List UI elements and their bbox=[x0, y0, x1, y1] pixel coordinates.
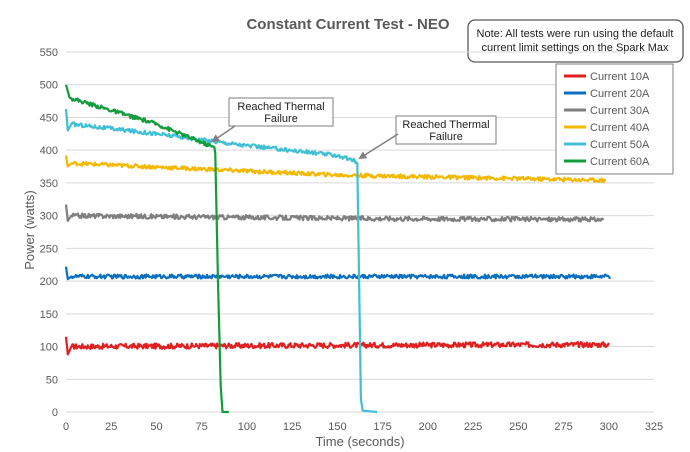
series-line bbox=[64, 266, 611, 281]
callout-box bbox=[228, 97, 334, 127]
callout-arrow bbox=[358, 133, 399, 160]
x-tick-label: 0 bbox=[63, 421, 69, 433]
x-tick-label: 150 bbox=[328, 421, 346, 433]
y-tick-label: 150 bbox=[40, 309, 58, 321]
legend-entry: Current 20A bbox=[590, 88, 650, 100]
callout-text: Reached Thermal bbox=[402, 119, 489, 131]
series-line bbox=[64, 84, 230, 414]
x-tick-label: 300 bbox=[600, 421, 618, 433]
callout-box bbox=[395, 115, 497, 145]
callout-text: Failure bbox=[429, 131, 463, 143]
y-tick-label: 550 bbox=[40, 47, 58, 59]
y-tick-label: 50 bbox=[46, 374, 58, 386]
x-tick-label: 225 bbox=[464, 421, 482, 433]
x-tick-label: 75 bbox=[196, 421, 208, 433]
legend-frame bbox=[555, 63, 674, 175]
series-line bbox=[64, 204, 605, 223]
x-tick-labels: 0 25 50 75 100 125 150 175 200 225 250 275 300 325 bbox=[63, 421, 663, 433]
legend-entry: Current 10A bbox=[590, 71, 650, 83]
y-tick-label: 250 bbox=[40, 243, 58, 255]
y-tick-label: 500 bbox=[40, 80, 58, 92]
y-tick-label: 350 bbox=[40, 178, 58, 190]
note-box: Note: All tests were run using the defau… bbox=[467, 19, 684, 63]
x-tick-label: 125 bbox=[283, 421, 301, 433]
legend-entry: Current 30A bbox=[590, 105, 650, 117]
x-tick-label: 25 bbox=[105, 421, 117, 433]
x-axis-title: Time (seconds) bbox=[315, 434, 404, 449]
y-axis-title: Power (watts) bbox=[22, 190, 37, 269]
x-tick-label: 100 bbox=[238, 421, 256, 433]
x-tick-label: 175 bbox=[373, 421, 391, 433]
legend-entry: Current 40A bbox=[590, 122, 650, 134]
legend-entry: Current 60A bbox=[590, 156, 650, 168]
callout-text: Failure bbox=[264, 113, 298, 125]
series-lines bbox=[64, 84, 611, 414]
x-tick-label: 325 bbox=[645, 421, 663, 433]
callout-arrow bbox=[211, 125, 236, 143]
y-tick-label: 100 bbox=[40, 342, 58, 354]
y-tick-label: 0 bbox=[52, 407, 58, 419]
callout-text: Reached Thermal bbox=[237, 101, 324, 113]
x-tick-label: 200 bbox=[419, 421, 437, 433]
legend: Current 10A Current 20A Current 30A Current… bbox=[555, 63, 674, 175]
y-tick-label: 450 bbox=[40, 112, 58, 124]
chart-title: Constant Current Test - NEO bbox=[246, 16, 449, 33]
series-line bbox=[64, 336, 610, 356]
x-tick-label: 250 bbox=[509, 421, 527, 433]
x-tick-label: 275 bbox=[554, 421, 572, 433]
note-line-2: current limit settings on the Spark Max bbox=[481, 42, 669, 54]
note-box-frame bbox=[467, 19, 684, 63]
legend-entry: Current 50A bbox=[590, 139, 650, 151]
y-tick-label: 300 bbox=[40, 211, 58, 223]
series-line bbox=[64, 155, 607, 184]
x-tick-label: 50 bbox=[150, 421, 162, 433]
y-tick-label: 200 bbox=[40, 276, 58, 288]
series-line bbox=[64, 108, 378, 414]
note-line-1: Note: All tests were run using the defau… bbox=[477, 28, 674, 40]
y-tick-label: 400 bbox=[40, 145, 58, 157]
y-tick-labels: 0 50 100 150 200 250 300 350 400 450 500 550 bbox=[40, 47, 58, 419]
